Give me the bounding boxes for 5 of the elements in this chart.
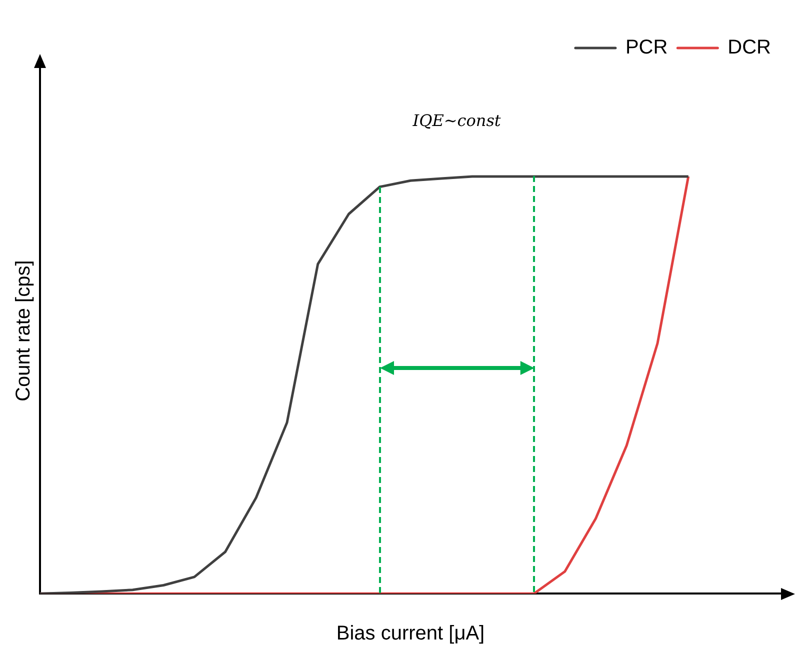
y-axis-title: Count rate [cps] [12, 260, 35, 402]
legend-label: DCR [728, 36, 772, 59]
text: IQE~const [412, 110, 502, 130]
legend-label: PCR [625, 36, 668, 59]
x-axis-title: Bias current [μA] [336, 622, 485, 645]
